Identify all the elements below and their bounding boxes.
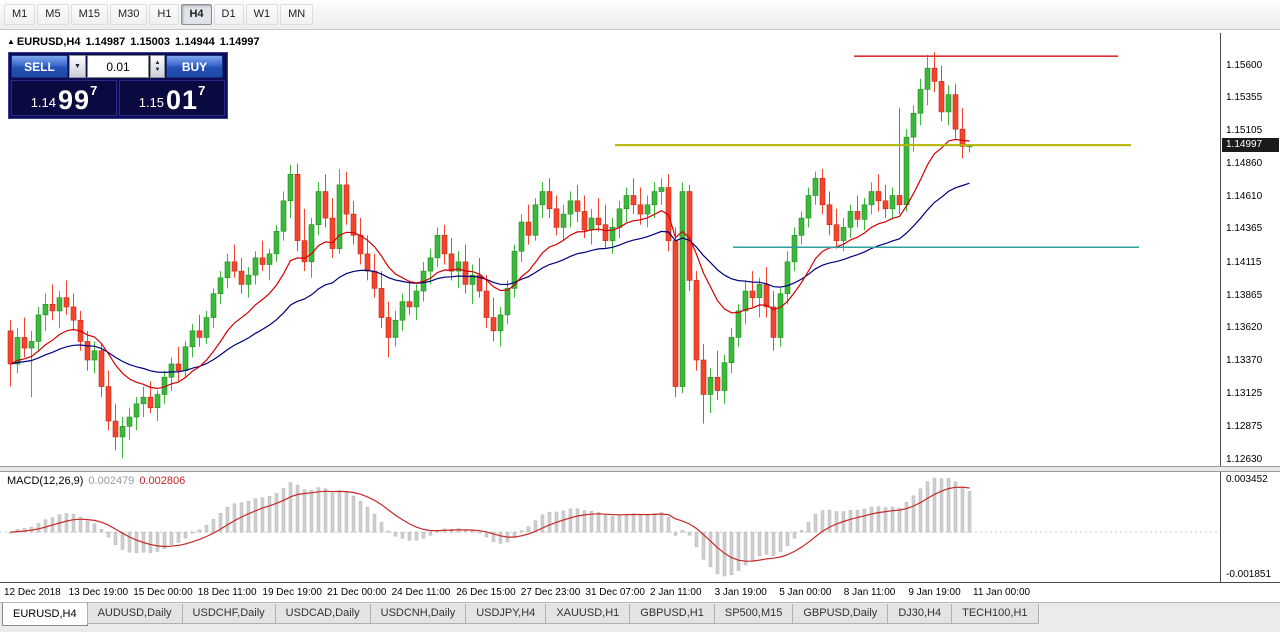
time-axis-label: 15 Dec 00:00 — [133, 587, 193, 598]
chart-window: ▲ EURUSD,H4 1.14987 1.15003 1.14944 1.14997 S… — [0, 30, 1280, 632]
macd-histogram — [8, 477, 972, 577]
price-axis-label: 1.14365 — [1226, 223, 1263, 235]
macd-signal-line — [10, 486, 970, 562]
ohlc-open: 1.14987 — [85, 36, 126, 48]
time-axis-label: 11 Jan 00:00 — [973, 587, 1031, 598]
chart-tab-xauusd-h1[interactable]: XAUUSD,H1 — [545, 604, 631, 624]
sell-button[interactable]: SELL — [11, 55, 68, 78]
price-axis-label: 1.13865 — [1226, 289, 1263, 301]
time-axis-label: 18 Dec 11:00 — [197, 587, 257, 598]
current-price-tag: 1.14997 — [1222, 138, 1279, 153]
one-click-trading-panel: SELL ▼ ▲▼ BUY 1.14 99 7 1.15 01 7 — [8, 52, 228, 119]
chart-tab-audusd-daily[interactable]: AUDUSD,Daily — [86, 604, 183, 624]
chart-tab-usdjpy-h4[interactable]: USDJPY,H4 — [465, 604, 547, 624]
price-axis-label: 1.13125 — [1226, 387, 1263, 399]
lot-size-input[interactable] — [87, 55, 149, 78]
price-axis-label: 1.14115 — [1226, 256, 1262, 268]
lot-dropdown-button[interactable]: ▼ — [69, 55, 86, 78]
timeframe-button-m30[interactable]: M30 — [109, 4, 148, 25]
macd-scale-bottom-label: -0.001851 — [1226, 569, 1272, 580]
time-axis-label: 9 Jan 19:00 — [908, 587, 961, 598]
buy-price-pip: 7 — [198, 83, 206, 98]
spinner-down-icon: ▼ — [154, 66, 161, 73]
time-axis-label: 21 Dec 00:00 — [327, 587, 387, 598]
chart-tab-tech100-h1[interactable]: TECH100,H1 — [951, 604, 1039, 624]
chart-tab-sp500-m15[interactable]: SP500,M15 — [713, 604, 794, 624]
price-axis-label: 1.15105 — [1226, 125, 1263, 137]
time-axis-label: 27 Dec 23:00 — [520, 587, 581, 598]
time-axis[interactable]: 12 Dec 2018 13 Dec 19:00 15 Dec 00:00 18 De… — [0, 582, 1280, 602]
ma-fast-line — [10, 138, 970, 390]
ohlc-close: 1.14997 — [219, 36, 260, 48]
price-axis-label: 1.15600 — [1226, 59, 1263, 71]
time-axis-label: 8 Jan 11:00 — [843, 587, 896, 598]
buy-price-display: 1.15 01 7 — [119, 80, 225, 116]
chevron-down-icon: ▼ — [74, 63, 81, 70]
time-axis-label: 3 Jan 19:00 — [714, 587, 767, 598]
price-axis-label: 1.13370 — [1226, 355, 1263, 367]
chart-tab-gbpusd-h1[interactable]: GBPUSD,H1 — [629, 604, 715, 624]
price-axis-label: 1.13620 — [1226, 322, 1263, 334]
chart-tab-usdcad-daily[interactable]: USDCAD,Daily — [274, 604, 371, 624]
timeframe-button-m1[interactable]: M1 — [4, 4, 36, 25]
pane-divider[interactable] — [0, 466, 1280, 472]
time-axis-label: 13 Dec 19:00 — [68, 587, 129, 598]
time-axis-label: 19 Dec 19:00 — [262, 587, 322, 598]
timeframe-button-h4[interactable]: H4 — [181, 4, 212, 25]
timeframe-button-h1[interactable]: H1 — [149, 4, 180, 25]
macd-main-value: 0.002479 — [88, 475, 135, 487]
lot-spinner[interactable]: ▲ ▼ — [150, 55, 165, 78]
chart-tab-gbpusd-daily[interactable]: GBPUSD,Daily — [792, 604, 889, 624]
timeframe-button-d1[interactable]: D1 — [213, 4, 244, 25]
macd-axis[interactable]: 0.003452 -0.001851 — [1220, 472, 1280, 582]
chart-tab-eurusd-h4[interactable]: EURUSD,H4 — [2, 603, 88, 626]
main-chart-canvas[interactable] — [0, 33, 1220, 466]
chart-tabs-bar: EURUSD,H4 AUDUSD,Daily USDCHF,Daily USDCAD,… — [0, 602, 1280, 632]
macd-indicator-label: MACD(12,26,9) 0.002479 0.002806 — [7, 475, 185, 487]
timeframe-button-w1[interactable]: W1 — [245, 4, 279, 25]
timeframe-button-m5[interactable]: M5 — [37, 4, 69, 25]
price-axis-label: 1.14610 — [1226, 190, 1263, 202]
timeframe-toolbar: M1 M5 M15 M30 H1 H4 D1 W1 MN — [0, 0, 1280, 30]
sell-price-display: 1.14 99 7 — [11, 80, 117, 116]
timeframe-button-mn[interactable]: MN — [280, 4, 314, 25]
price-axis-label: 1.12875 — [1226, 420, 1263, 432]
candles — [7, 52, 973, 459]
price-axis-label: 1.15355 — [1226, 92, 1263, 103]
timeframe-button-m15[interactable]: M15 — [70, 4, 108, 25]
chart-ohlc-header: ▲ EURUSD,H4 1.14987 1.15003 1.14944 1.14997 — [7, 36, 265, 48]
time-axis-label: 5 Jan 00:00 — [779, 587, 832, 598]
chart-tab-dj30-h4[interactable]: DJ30,H4 — [887, 604, 953, 624]
bu-price-big: 01 — [166, 85, 199, 115]
time-axis-label: 31 Dec 07:00 — [585, 587, 645, 598]
time-axis-label: 26 Dec 15:00 — [456, 587, 516, 598]
macd-signal-value: 0.002806 — [139, 475, 186, 487]
ohlc-high: 1.15003 — [130, 36, 171, 48]
time-axis-label: 24 Dec 11:00 — [391, 587, 451, 598]
time-axis-label: 12 Dec 2018 — [4, 587, 61, 598]
time-axis-label: 2 Jan 11:00 — [650, 587, 702, 598]
chart-tab-usdcnh-daily[interactable]: USDCNH,Daily — [369, 604, 467, 624]
chart-tab-usdchf-daily[interactable]: USDCHF,Daily — [181, 604, 276, 624]
buy-price-prefix: 1.15 — [138, 95, 165, 110]
buy-button[interactable]: BUY — [166, 55, 223, 78]
spinner-up-icon: ▲ — [154, 59, 161, 66]
sell-price-big: 99 — [58, 85, 91, 115]
ma-slow-line — [10, 182, 970, 374]
price-axis-label: 1.14860 — [1226, 157, 1263, 169]
chart-symbol-period: EURUSD,H4 — [16, 36, 81, 48]
macd-scale-top-label: 0.003452 — [1226, 474, 1268, 485]
price-axis-label: 1.12630 — [1226, 453, 1263, 465]
price-axis[interactable]: 1.14997 1.15600 1.15355 1.15105 1.14860 1.14… — [1220, 33, 1280, 466]
macd-name: MACD(12,26,9) — [7, 475, 84, 487]
sell-price-pip: 7 — [90, 83, 98, 98]
ohlc-low: 1.14944 — [175, 36, 215, 48]
sell-price-prefix: 1.14 — [30, 95, 57, 110]
chart-icon: ▲ — [7, 37, 15, 46]
macd-chart-canvas[interactable] — [0, 472, 1220, 582]
